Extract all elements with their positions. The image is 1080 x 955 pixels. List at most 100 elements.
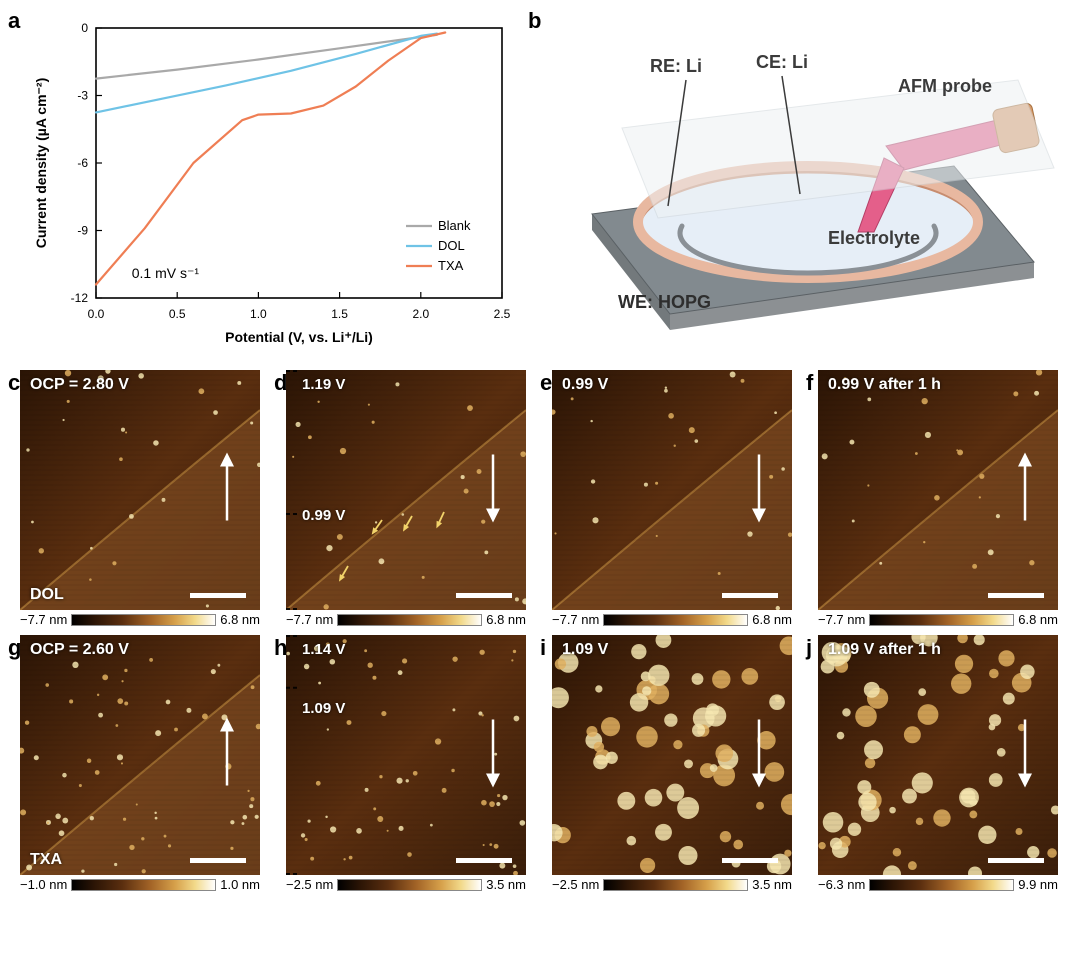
afm-schematic: RE: Li CE: Li AFM probe Electrolyte WE: HOPG [558, 18, 1068, 353]
scale-bar-g [190, 858, 246, 863]
afm-split-h: 1.14 V1.09 V [290, 641, 345, 717]
afm-panel-j-label: j [806, 635, 812, 661]
scan-direction-arrow-e [750, 453, 768, 528]
colorbar-max-f: 6.8 nm [1018, 612, 1058, 627]
afm-panel-c-label: c [8, 370, 20, 396]
colorbar-max-i: 3.5 nm [752, 877, 792, 892]
colorbar-min-h: −2.5 nm [286, 877, 333, 892]
afm-grid: cOCP = 2.80 VDOL−7.7 nm6.8 nmd1.19 V0.99… [8, 370, 1072, 900]
svg-text:DOL: DOL [438, 238, 465, 253]
panel-b-label: b [528, 8, 541, 34]
afm-panel-i: i1.09 V−2.5 nm3.5 nm [540, 635, 794, 892]
panel-a: a 0.00.51.01.52.02.5-12-9-6-30Potential … [8, 8, 516, 354]
svg-text:TXA: TXA [438, 258, 464, 273]
afm-panel-d: d1.19 V0.99 V−7.7 nm6.8 nm [274, 370, 528, 627]
colorbar-min-e: −7.7 nm [552, 612, 599, 627]
afm-series-c: DOL [30, 586, 64, 604]
svg-text:WE: HOPG: WE: HOPG [618, 292, 711, 312]
afm-panel-c: c OCP = 2.80 V DOL −7.7 nm 6.8 nm [8, 370, 262, 627]
svg-text:0.1 mV s⁻¹: 0.1 mV s⁻¹ [132, 265, 200, 281]
svg-text:1.5: 1.5 [331, 307, 348, 321]
schematic-svg: RE: Li CE: Li AFM probe Electrolyte WE: HOPG [558, 18, 1058, 348]
top-row: a 0.00.51.01.52.02.5-12-9-6-30Potential … [8, 8, 1072, 354]
afm-overlay-j: 1.09 V after 1 h [828, 641, 941, 659]
afm-panel-h: h1.14 V1.09 V −2.5 nm 3.5 nm [274, 635, 528, 892]
afm-overlay-e: 0.99 V [562, 376, 608, 394]
afm-series-g: TXA [30, 851, 62, 869]
svg-text:Electrolyte: Electrolyte [828, 228, 920, 248]
colorbar-max-j: 9.9 nm [1018, 877, 1058, 892]
svg-text:0.0: 0.0 [88, 307, 105, 321]
svg-text:-9: -9 [77, 224, 88, 238]
colorbar-h: −2.5 nm 3.5 nm [286, 877, 526, 892]
colorbar-gradient-d [337, 614, 482, 626]
colorbar-max-d: 6.8 nm [486, 612, 526, 627]
scale-bar-f [988, 593, 1044, 598]
afm-image-h: 1.14 V1.09 V [286, 635, 526, 875]
colorbar-max-e: 6.8 nm [752, 612, 792, 627]
colorbar-gradient-c [71, 614, 216, 626]
scale-bar-j [988, 858, 1044, 863]
svg-text:Current density (µA cm⁻²): Current density (µA cm⁻²) [33, 78, 49, 249]
afm-panel-e-label: e [540, 370, 552, 396]
colorbar-j: −6.3 nm 9.9 nm [818, 877, 1058, 892]
afm-panel-g-label: g [8, 635, 21, 661]
svg-text:RE: Li: RE: Li [650, 56, 702, 76]
scan-direction-arrow-h [484, 718, 502, 793]
svg-text:2.5: 2.5 [494, 307, 511, 321]
colorbar-max-c: 6.8 nm [220, 612, 260, 627]
afm-panel-h-label: h [274, 635, 287, 661]
colorbar-max-h: 3.5 nm [486, 877, 526, 892]
colorbar-e: −7.7 nm 6.8 nm [552, 612, 792, 627]
svg-text:CE: Li: CE: Li [756, 52, 808, 72]
svg-text:2.0: 2.0 [412, 307, 429, 321]
svg-text:AFM probe: AFM probe [898, 76, 992, 96]
afm-image-i: 1.09 V [552, 635, 792, 875]
colorbar-g: −1.0 nm1.0 nm [20, 877, 260, 892]
colorbar-min-c: −7.7 nm [20, 612, 67, 627]
afm-overlay-i: 1.09 V [562, 641, 608, 659]
afm-image-j: 1.09 V after 1 h [818, 635, 1058, 875]
colorbar-gradient-g [71, 879, 216, 891]
afm-panel-f-label: f [806, 370, 813, 396]
colorbar-min-i: −2.5 nm [552, 877, 599, 892]
scan-direction-arrow-f [1016, 453, 1034, 528]
svg-text:Blank: Blank [438, 218, 471, 233]
scale-bar-h [456, 858, 512, 863]
svg-text:Potential (V, vs. Li⁺/Li): Potential (V, vs. Li⁺/Li) [225, 329, 373, 345]
afm-panel-j: j 1.09 V after 1 h −6.3 nm 9.9 nm [806, 635, 1060, 892]
colorbar-min-d: −7.7 nm [286, 612, 333, 627]
colorbar-min-g: −1.0 nm [20, 877, 67, 892]
afm-overlay-f: 0.99 V after 1 h [828, 376, 941, 394]
scale-bar-e [722, 593, 778, 598]
svg-text:-3: -3 [77, 89, 88, 103]
colorbar-gradient-e [603, 614, 748, 626]
afm-overlay-c: OCP = 2.80 V [30, 376, 129, 394]
colorbar-gradient-j [869, 879, 1014, 891]
colorbar-d: −7.7 nm 6.8 nm [286, 612, 526, 627]
scan-direction-arrow-i [750, 718, 768, 793]
colorbar-gradient-h [337, 879, 482, 891]
panel-b: b RE: Li CE: Li AFM probe Electrolyte WE: HO… [528, 8, 1068, 354]
colorbar-min-j: −6.3 nm [818, 877, 865, 892]
svg-text:-12: -12 [71, 291, 89, 305]
afm-panel-g: g OCP = 2.60 V TXA −1.0 nm1.0 nm [8, 635, 262, 892]
colorbar-gradient-f [869, 614, 1014, 626]
svg-text:-6: -6 [77, 156, 88, 170]
cv-chart-svg: 0.00.51.01.52.02.5-12-9-6-30Potential (V… [26, 14, 516, 354]
colorbar-c: −7.7 nm 6.8 nm [20, 612, 260, 627]
colorbar-gradient-i [603, 879, 748, 891]
colorbar-f: −7.7 nm 6.8 nm [818, 612, 1058, 627]
cv-chart: 0.00.51.01.52.02.5-12-9-6-30Potential (V… [26, 14, 516, 354]
colorbar-min-f: −7.7 nm [818, 612, 865, 627]
afm-image-g: OCP = 2.60 V TXA [20, 635, 260, 875]
svg-text:0: 0 [81, 21, 88, 35]
afm-panel-e: e 0.99 V −7.7 nm 6.8 nm [540, 370, 794, 627]
afm-panel-d-label: d [274, 370, 287, 396]
scale-bar-i [722, 858, 778, 863]
afm-image-f: 0.99 V after 1 h [818, 370, 1058, 610]
scan-direction-arrow-j [1016, 718, 1034, 793]
afm-panel-f: f 0.99 V after 1 h −7.7 nm 6.8 nm [806, 370, 1060, 627]
afm-image-e: 0.99 V [552, 370, 792, 610]
afm-overlay-g: OCP = 2.60 V [30, 641, 129, 659]
